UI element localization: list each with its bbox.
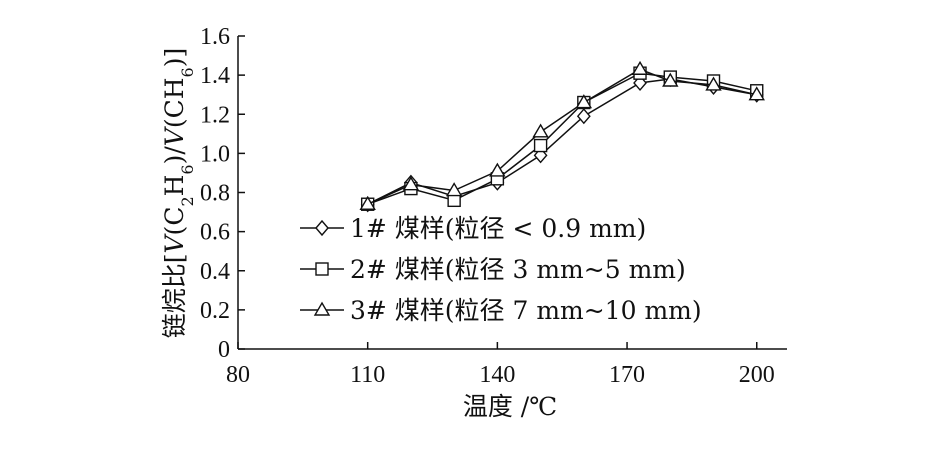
data-point-triangle [402, 176, 420, 191]
series-triangle [359, 60, 765, 210]
data-point-square [533, 138, 548, 153]
data-point-triangle [445, 182, 463, 197]
legend-item: 2# 煤样(粒径 3 mm~5 mm) [300, 255, 686, 284]
plot-area: 0 0.2 0.4 0.6 0.8 1.0 1.2 1.4 1.6 80 110 140 170 200 [200, 24, 787, 388]
x-tick-label: 140 [479, 362, 515, 388]
y-tick-label: 0.8 [200, 181, 230, 207]
y-tick-label: 0 [218, 337, 230, 363]
legend-marker-diamond [315, 219, 329, 237]
x-tick-label: 170 [609, 362, 645, 388]
data-point-diamond [576, 108, 591, 125]
x-tick-label: 110 [350, 362, 385, 388]
legend-marker-triangle [313, 301, 331, 316]
data-point-triangle [575, 94, 593, 109]
data-point-triangle [748, 86, 765, 101]
series-line [367, 78, 757, 205]
legend-label: 2# 煤样(粒径 3 mm~5 mm) [350, 255, 686, 284]
y-axis-ticks: 0 0.2 0.4 0.6 0.8 1.0 1.2 1.4 1.6 [200, 24, 245, 363]
x-tick-label: 80 [226, 362, 250, 388]
legend-label: 3# 煤样(粒径 7 mm~10 mm) [350, 296, 702, 325]
x-axis-ticks: 80 110 140 170 200 [226, 342, 775, 388]
y-tick-label: 1.4 [200, 63, 230, 89]
y-tick-label: 1.0 [200, 141, 230, 167]
legend-marker-square [315, 262, 329, 276]
y-tick-label: 0.6 [200, 220, 230, 246]
series-diamond [360, 70, 764, 213]
legend: 1# 煤样(粒径 < 0.9 mm) 2# 煤样(粒径 3 mm~5 mm) 3# … [300, 214, 702, 325]
series-line [367, 72, 757, 205]
y-tick-label: 1.6 [200, 24, 230, 50]
y-tick-label: 0.4 [200, 259, 230, 285]
data-point-triangle [489, 162, 506, 177]
data-point-triangle [662, 72, 679, 87]
y-axis-title: 链烷比[V(C2H6)/V(CH6)] [160, 48, 197, 339]
y-tick-label: 0.2 [200, 298, 230, 324]
series-layer [359, 60, 765, 213]
data-point-triangle [631, 60, 649, 75]
series-square [360, 66, 764, 211]
series-line [367, 68, 757, 205]
legend-label: 1# 煤样(粒径 < 0.9 mm) [350, 214, 646, 243]
data-point-triangle [359, 195, 376, 210]
x-tick-label: 200 [739, 362, 775, 388]
y-tick-label: 1.2 [200, 102, 230, 128]
legend-item: 1# 煤样(粒径 < 0.9 mm) [300, 214, 646, 243]
data-point-triangle [532, 123, 549, 138]
legend-item: 3# 煤样(粒径 7 mm~10 mm) [300, 296, 702, 325]
data-point-triangle [705, 76, 722, 91]
x-axis-title: 温度 /℃ [463, 392, 557, 421]
